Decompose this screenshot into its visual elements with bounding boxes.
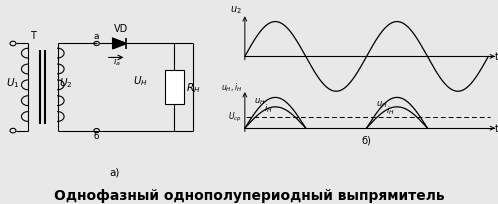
Text: t: t [495,124,498,133]
Text: $i_H$: $i_H$ [264,102,272,115]
Text: Однофазный однополупериодный выпрямитель: Однофазный однополупериодный выпрямитель [54,188,444,202]
Text: б: б [93,132,99,141]
Text: $R_H$: $R_H$ [186,81,200,94]
FancyBboxPatch shape [165,70,184,105]
Text: $u_H$: $u_H$ [376,99,388,109]
Text: a: a [93,32,99,41]
Text: $i_a$: $i_a$ [113,55,121,68]
Text: t: t [495,52,498,62]
Text: $U_H$: $U_H$ [133,74,148,88]
Text: T: T [30,31,36,41]
Text: $U_{ср}$: $U_{ср}$ [228,111,242,124]
Polygon shape [113,39,126,50]
Text: а): а) [110,166,120,176]
Text: $u_H,i_H$: $u_H,i_H$ [221,81,242,94]
Text: $u_2$: $u_2$ [230,4,242,16]
Text: $U_1$: $U_1$ [6,76,20,90]
Text: $u_H$: $u_H$ [253,96,265,107]
Text: б): б) [362,135,372,145]
Text: VD: VD [114,24,128,34]
Text: $i_H$: $i_H$ [385,104,394,116]
Text: $U_2$: $U_2$ [59,76,72,90]
